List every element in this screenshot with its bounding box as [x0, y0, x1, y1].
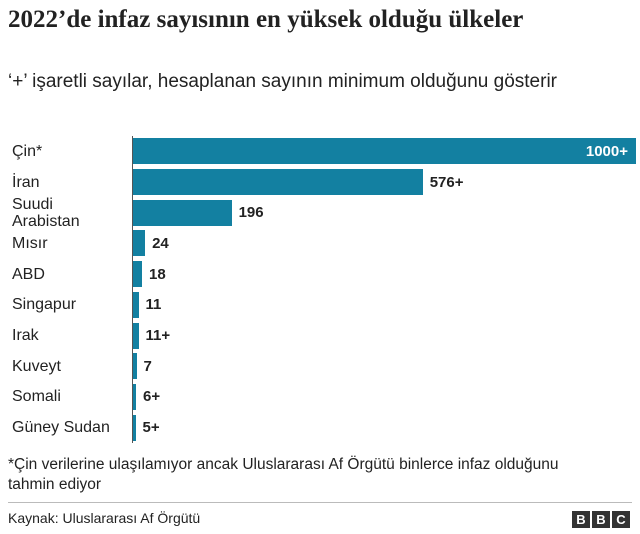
y-tick-label: ABD	[12, 265, 45, 283]
bar	[133, 414, 136, 441]
bar	[133, 322, 139, 349]
bar	[133, 383, 137, 410]
y-tick-label: Mısır	[12, 234, 48, 252]
bar	[133, 261, 143, 288]
y-tick-label: Kuveyt	[12, 357, 61, 375]
divider	[8, 502, 632, 503]
y-tick-label: İran	[12, 173, 40, 191]
y-tick-label: Çin*	[12, 142, 43, 160]
data-label: 11+	[145, 327, 171, 345]
data-label: 5+	[142, 419, 160, 437]
logo-letter: B	[592, 511, 610, 528]
bar	[133, 199, 232, 226]
chart-subtitle: ‘+’ işaretli sayılar, hesaplanan sayının…	[8, 71, 557, 92]
bar	[133, 138, 636, 165]
data-label: 6+	[143, 388, 161, 406]
data-label: 24	[152, 234, 169, 252]
data-label: 196	[238, 204, 264, 222]
bar	[133, 353, 137, 380]
y-tick-label: Singapur	[12, 296, 77, 314]
bar	[133, 230, 146, 257]
plot-area: Çin* 1000+ İran 576+ Suudi Arabistan 196 Mısır…	[0, 136, 640, 443]
source: Kaynak: Uluslararası Af Örgütü	[8, 510, 201, 526]
data-label: 576+	[429, 173, 464, 191]
y-tick-label: Irak	[12, 327, 39, 345]
chart-title: 2022’de infaz sayısının en yüksek olduğu…	[8, 6, 524, 33]
footnote: *Çin verilerine ulaşılamıyor ancak Ulusl…	[8, 456, 559, 493]
data-label: 7	[143, 357, 152, 375]
logo-letter: C	[612, 511, 630, 528]
y-tick-label: Güney Sudan	[12, 419, 110, 437]
bar	[133, 291, 139, 318]
y-tick-label: Somali	[12, 388, 61, 406]
logo: B B C	[572, 511, 630, 528]
data-label: 18	[149, 265, 166, 283]
data-label: 11	[145, 296, 162, 314]
axis-line	[132, 136, 133, 443]
y-tick-label: Suudi Arabistan	[12, 195, 80, 230]
bar	[133, 169, 423, 196]
logo-letter: B	[572, 511, 590, 528]
data-label: 1000+	[585, 142, 628, 160]
